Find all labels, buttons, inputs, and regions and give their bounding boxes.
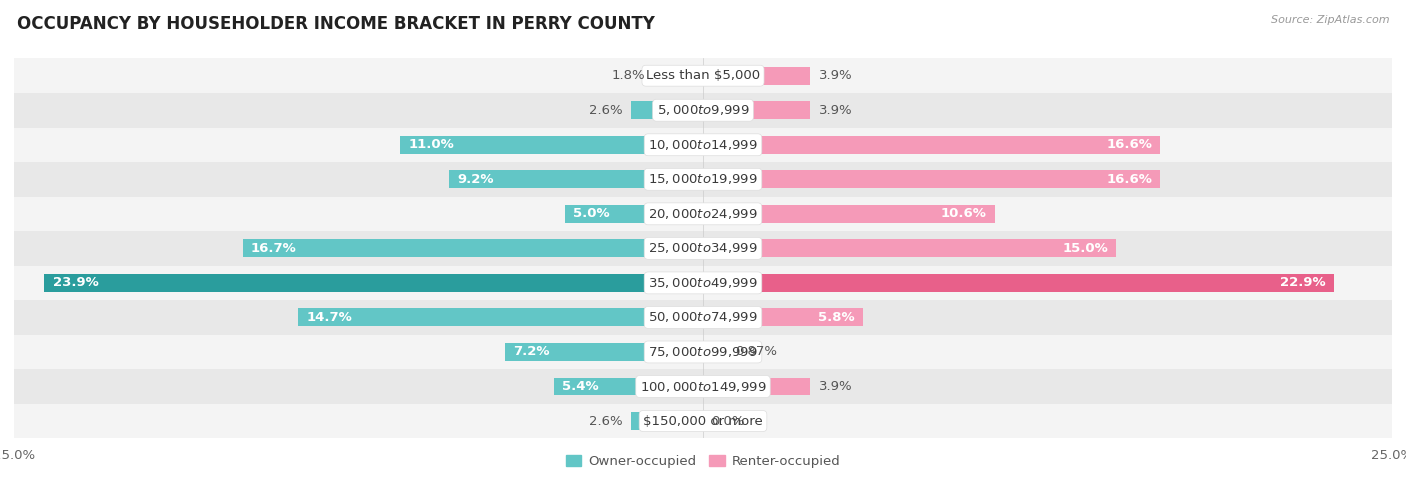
Text: $50,000 to $74,999: $50,000 to $74,999 bbox=[648, 310, 758, 324]
Text: OCCUPANCY BY HOUSEHOLDER INCOME BRACKET IN PERRY COUNTY: OCCUPANCY BY HOUSEHOLDER INCOME BRACKET … bbox=[17, 15, 655, 33]
Text: $150,000 or more: $150,000 or more bbox=[643, 414, 763, 428]
Bar bbox=[703, 343, 727, 361]
Text: 3.9%: 3.9% bbox=[818, 104, 852, 117]
Bar bbox=[298, 308, 703, 326]
Bar bbox=[703, 308, 863, 326]
Bar bbox=[14, 265, 1392, 300]
Text: $20,000 to $24,999: $20,000 to $24,999 bbox=[648, 207, 758, 221]
Text: 7.2%: 7.2% bbox=[513, 345, 550, 358]
Text: 0.87%: 0.87% bbox=[735, 345, 778, 358]
Bar bbox=[14, 404, 1392, 438]
Text: 16.6%: 16.6% bbox=[1107, 138, 1152, 151]
Text: 5.0%: 5.0% bbox=[574, 207, 610, 220]
Text: 2.6%: 2.6% bbox=[589, 414, 623, 428]
Text: 3.9%: 3.9% bbox=[818, 69, 852, 82]
Text: 1.8%: 1.8% bbox=[612, 69, 645, 82]
Bar bbox=[703, 101, 810, 119]
Text: 22.9%: 22.9% bbox=[1281, 277, 1326, 289]
Text: 5.4%: 5.4% bbox=[562, 380, 599, 393]
Text: 0.0%: 0.0% bbox=[711, 414, 745, 428]
Text: 3.9%: 3.9% bbox=[818, 380, 852, 393]
Bar bbox=[243, 240, 703, 257]
Bar bbox=[399, 136, 703, 154]
Bar bbox=[631, 412, 703, 430]
Bar bbox=[14, 162, 1392, 197]
Bar bbox=[703, 136, 1160, 154]
Bar bbox=[631, 101, 703, 119]
Bar bbox=[703, 377, 810, 395]
Bar bbox=[703, 205, 995, 223]
Bar bbox=[703, 240, 1116, 257]
Text: $100,000 to $149,999: $100,000 to $149,999 bbox=[640, 379, 766, 393]
Text: $25,000 to $34,999: $25,000 to $34,999 bbox=[648, 242, 758, 255]
Bar bbox=[14, 231, 1392, 265]
Bar bbox=[14, 300, 1392, 335]
Text: $5,000 to $9,999: $5,000 to $9,999 bbox=[657, 103, 749, 117]
Bar bbox=[565, 205, 703, 223]
Bar bbox=[450, 170, 703, 188]
Text: 10.6%: 10.6% bbox=[941, 207, 987, 220]
Text: 23.9%: 23.9% bbox=[52, 277, 98, 289]
Bar bbox=[703, 67, 810, 85]
Bar bbox=[45, 274, 703, 292]
Text: $75,000 to $99,999: $75,000 to $99,999 bbox=[648, 345, 758, 359]
Text: $10,000 to $14,999: $10,000 to $14,999 bbox=[648, 138, 758, 152]
Legend: Owner-occupied, Renter-occupied: Owner-occupied, Renter-occupied bbox=[560, 450, 846, 473]
Bar bbox=[14, 369, 1392, 404]
Text: 16.7%: 16.7% bbox=[252, 242, 297, 255]
Text: Less than $5,000: Less than $5,000 bbox=[645, 69, 761, 82]
Bar bbox=[14, 197, 1392, 231]
Bar bbox=[14, 128, 1392, 162]
Text: 14.7%: 14.7% bbox=[307, 311, 352, 324]
Text: Source: ZipAtlas.com: Source: ZipAtlas.com bbox=[1271, 15, 1389, 25]
Bar bbox=[505, 343, 703, 361]
Bar bbox=[554, 377, 703, 395]
Text: 2.6%: 2.6% bbox=[589, 104, 623, 117]
Bar bbox=[14, 58, 1392, 93]
Text: $35,000 to $49,999: $35,000 to $49,999 bbox=[648, 276, 758, 290]
Text: 9.2%: 9.2% bbox=[458, 173, 495, 186]
Bar bbox=[14, 335, 1392, 369]
Bar bbox=[654, 67, 703, 85]
Text: 11.0%: 11.0% bbox=[408, 138, 454, 151]
Bar bbox=[14, 93, 1392, 128]
Text: 5.8%: 5.8% bbox=[818, 311, 855, 324]
Text: $15,000 to $19,999: $15,000 to $19,999 bbox=[648, 172, 758, 187]
Text: 16.6%: 16.6% bbox=[1107, 173, 1152, 186]
Bar bbox=[703, 274, 1334, 292]
Bar bbox=[703, 170, 1160, 188]
Text: 15.0%: 15.0% bbox=[1063, 242, 1108, 255]
